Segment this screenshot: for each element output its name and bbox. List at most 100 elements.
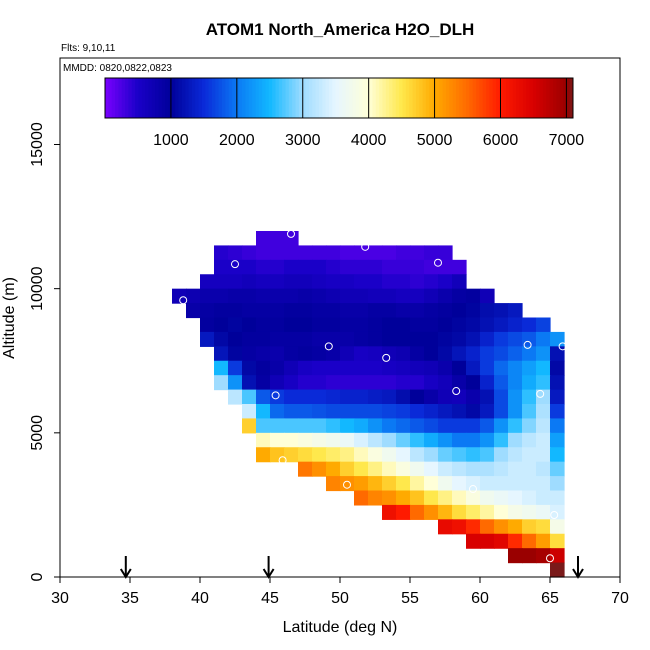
heatmap-cell <box>424 461 439 477</box>
heatmap-cell <box>284 274 299 290</box>
heatmap-cell <box>256 274 271 290</box>
heatmap-cell <box>424 259 439 275</box>
heatmap-cell <box>550 490 565 506</box>
heatmap-cell <box>312 303 327 319</box>
colorbar-segment <box>372 78 377 118</box>
heatmap-cell <box>550 533 565 549</box>
heatmap-cell <box>298 245 313 261</box>
heatmap-cell <box>438 288 453 304</box>
colorbar-segment <box>305 78 310 118</box>
heatmap-cell <box>200 303 215 319</box>
heatmap-cell <box>536 418 551 434</box>
heatmap-cell <box>270 360 285 376</box>
heatmap-cell <box>466 346 481 362</box>
heatmap-cell <box>214 274 229 290</box>
heatmap-cell <box>382 317 397 333</box>
heatmap-cell <box>354 461 369 477</box>
heatmap-cell <box>508 375 523 391</box>
colorbar-segment <box>355 78 360 118</box>
heatmap-cell <box>424 389 439 405</box>
heatmap-cell <box>396 346 411 362</box>
heatmap-cell <box>424 317 439 333</box>
heatmap-cell <box>284 389 299 405</box>
colorbar-segment <box>121 78 126 118</box>
heatmap-cell <box>340 461 355 477</box>
heatmap-cell <box>340 476 355 492</box>
colorbar-segment <box>215 78 220 118</box>
heatmap-cell <box>494 331 509 347</box>
colorbar-segment <box>325 78 330 118</box>
heatmap-cell <box>326 274 341 290</box>
heatmap-cell <box>298 346 313 362</box>
colorbar-segment <box>369 78 373 118</box>
heatmap-cell <box>312 418 327 434</box>
sample-marker <box>550 511 559 520</box>
heatmap-cell <box>326 331 341 347</box>
colorbar-segment <box>312 78 317 118</box>
colorbar-segment <box>118 78 123 118</box>
heatmap-cell <box>382 375 397 391</box>
colorbar-segment <box>502 78 507 118</box>
heatmap-cell <box>354 288 369 304</box>
colorbar-segment <box>295 78 300 118</box>
heatmap-cell <box>452 447 467 463</box>
heatmap-cell <box>508 346 523 362</box>
heatmap-cell <box>368 259 383 275</box>
heatmap-cell <box>550 562 565 578</box>
heatmap-cell <box>410 346 425 362</box>
sample-marker <box>382 353 391 362</box>
heatmap-cell <box>480 533 495 549</box>
heatmap-cell <box>480 519 495 535</box>
colorbar-segment <box>258 78 263 118</box>
heatmap-cell <box>410 245 425 261</box>
heatmap-cell <box>452 331 467 347</box>
heatmap-cell <box>298 274 313 290</box>
heatmap-cell <box>536 461 551 477</box>
colorbar-segment <box>492 78 497 118</box>
heatmap-cell <box>438 432 453 448</box>
colorbar-segment <box>539 78 544 118</box>
heatmap-cell <box>270 331 285 347</box>
colorbar-segment <box>402 78 407 118</box>
heatmap-cell <box>396 461 411 477</box>
heatmap-cell <box>508 331 523 347</box>
heatmap-cell <box>466 404 481 420</box>
heatmap-cell <box>480 404 495 420</box>
chart-title: ATOM1 North_America H2O_DLH <box>206 20 475 39</box>
heatmap-cell <box>340 360 355 376</box>
colorbar-segment <box>552 78 557 118</box>
heatmap-cell <box>354 389 369 405</box>
heatmap-cell <box>396 360 411 376</box>
colorbar-segment <box>175 78 180 118</box>
colorbar-segment <box>449 78 454 118</box>
colorbar-segment <box>529 78 534 118</box>
colorbar-segment <box>205 78 210 118</box>
heatmap-cell <box>396 331 411 347</box>
heatmap-cell <box>228 245 243 261</box>
heatmap-cell <box>368 360 383 376</box>
colorbar-segment <box>285 78 290 118</box>
heatmap-cell <box>270 317 285 333</box>
colorbar-segment <box>542 78 547 118</box>
heatmap-cell <box>424 331 439 347</box>
x-axis: 30 35 40 45 50 55 60 65 70 <box>51 577 629 607</box>
colorbar-segment <box>141 78 146 118</box>
latitude-arrow-head <box>262 568 275 579</box>
colorbar-segment <box>115 78 119 118</box>
heatmap-cell <box>242 288 257 304</box>
heatmap-cell <box>340 346 355 362</box>
heatmap-cell <box>242 375 257 391</box>
heatmap-cell <box>228 274 243 290</box>
heatmap-cell <box>228 375 243 391</box>
heatmap-cell <box>284 245 299 261</box>
heatmap-cell <box>354 432 369 448</box>
colorbar-segment <box>516 78 521 118</box>
heatmap-cell <box>550 476 565 492</box>
heatmap-cell <box>424 432 439 448</box>
colorbar-segment <box>145 78 149 118</box>
heatmap-cell <box>438 360 453 376</box>
heatmap-cell <box>228 317 243 333</box>
heatmap-cell <box>550 418 565 434</box>
sample-marker <box>434 258 442 267</box>
